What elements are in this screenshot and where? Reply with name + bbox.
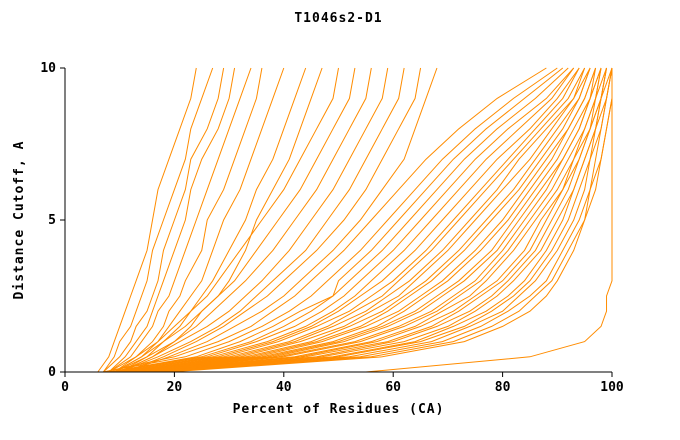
- model-curve: [125, 67, 591, 373]
- model-curve: [114, 67, 575, 373]
- model-curve: [168, 68, 613, 373]
- model-curve: [119, 67, 389, 373]
- model-curve: [119, 67, 586, 373]
- model-curve: [119, 67, 405, 373]
- model-curve: [136, 67, 602, 373]
- model-curve: [108, 67, 564, 373]
- model-curve: [119, 67, 307, 373]
- model-curve: [114, 67, 372, 373]
- x-tick-label: 0: [61, 380, 69, 395]
- model-curve: [141, 67, 608, 373]
- x-tick-label: 100: [600, 380, 624, 395]
- model-curve: [136, 67, 602, 373]
- model-curve: [108, 67, 569, 373]
- model-curve: [130, 67, 597, 373]
- model-curve: [108, 67, 575, 373]
- model-curve: [113, 67, 285, 373]
- model-curve: [113, 67, 263, 373]
- model-curve: [125, 67, 591, 373]
- model-curve: [108, 67, 252, 373]
- model-curve: [152, 67, 613, 373]
- x-tick-label: 80: [495, 380, 511, 395]
- model-curve: [102, 67, 225, 373]
- model-curve: [147, 67, 613, 373]
- y-tick-label: 0: [48, 365, 56, 380]
- model-curve: [130, 67, 597, 373]
- model-curve: [125, 67, 597, 373]
- model-curve: [103, 67, 547, 373]
- model-curve: [157, 67, 613, 373]
- model-curve: [136, 67, 602, 373]
- x-axis-label: Percent of Residues (CA): [232, 402, 445, 417]
- y-tick-label: 5: [48, 213, 56, 228]
- model-curve: [119, 67, 323, 373]
- model-curve: [114, 67, 580, 373]
- y-tick-label: 10: [40, 61, 56, 76]
- x-tick-label: 60: [385, 380, 401, 395]
- model-curve: [124, 67, 422, 373]
- model-curve: [119, 67, 591, 373]
- model-curve: [119, 67, 586, 373]
- model-curve: [108, 67, 236, 373]
- chart-title: T1046s2-D1: [294, 11, 383, 26]
- x-tick-label: 40: [276, 380, 292, 395]
- model-curve: [97, 67, 197, 373]
- model-curve: [113, 67, 356, 373]
- model-curve: [125, 67, 438, 373]
- model-curve: [102, 67, 214, 373]
- x-tick-label: 20: [167, 380, 183, 395]
- model-curve: [152, 67, 613, 373]
- model-curve: [365, 68, 613, 373]
- model-curve: [114, 67, 580, 373]
- y-axis-label: Distance Cutoff, A: [12, 140, 27, 300]
- model-curve: [141, 67, 608, 373]
- model-curve: [108, 67, 339, 373]
- model-curve: [103, 67, 558, 373]
